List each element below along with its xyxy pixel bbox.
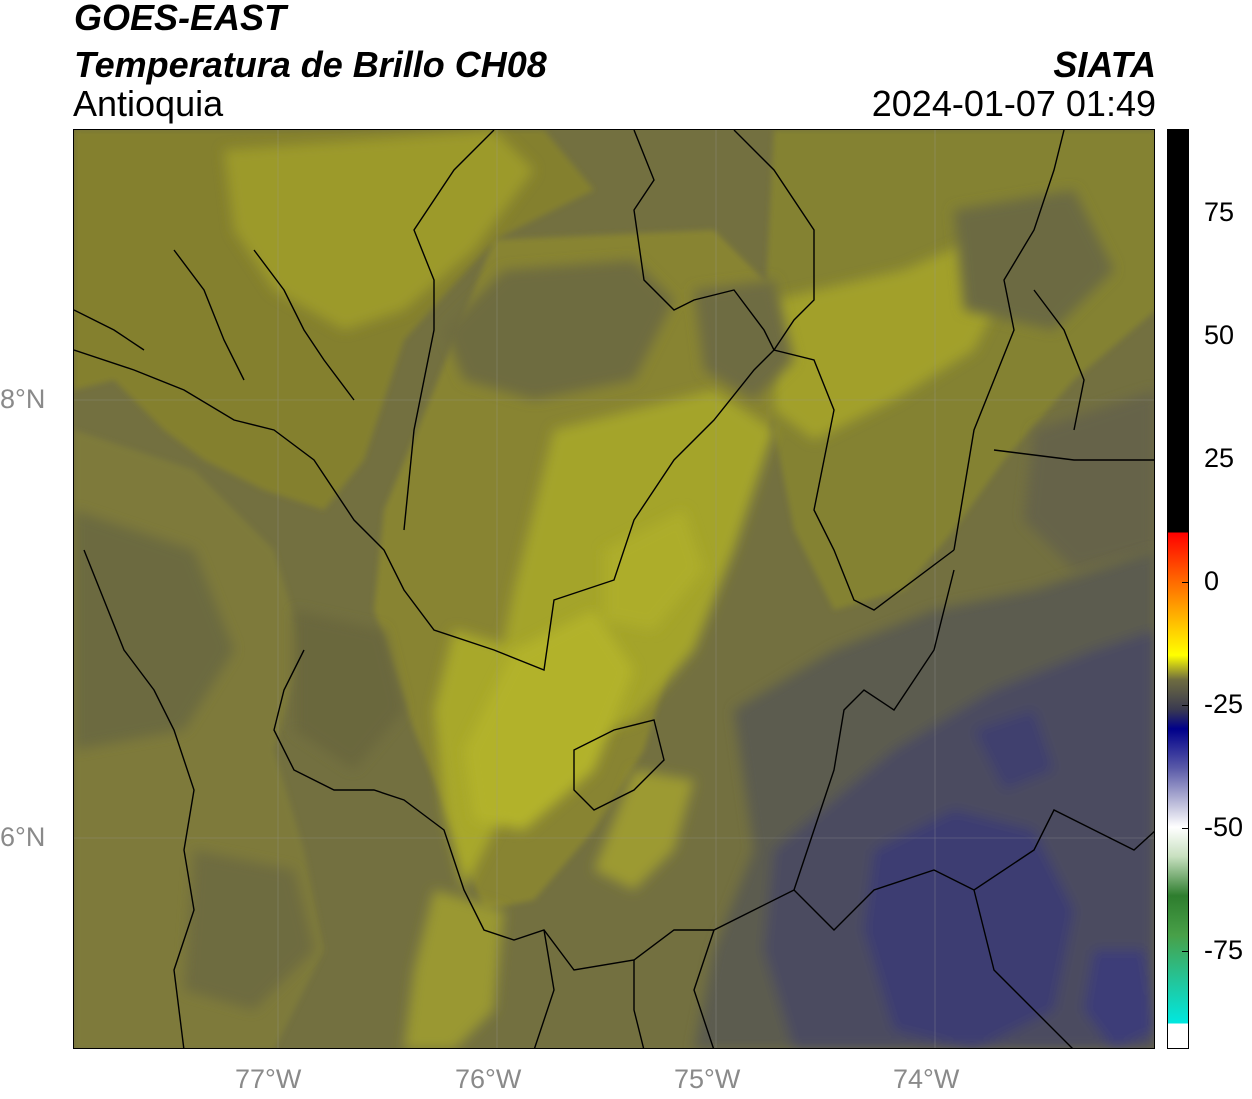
colorbar-tick-mark bbox=[1182, 458, 1188, 460]
brightness-temperature-map bbox=[74, 130, 1154, 1048]
product-title: Temperatura de Brillo CH08 bbox=[74, 44, 547, 85]
lat-tick-label: 6°N bbox=[0, 822, 46, 852]
colorbar-tick-mark bbox=[1182, 335, 1188, 337]
temperature-field-bright bbox=[464, 510, 704, 830]
datetime-label: 2024-01-07 01:49 bbox=[871, 83, 1156, 124]
boundaries bbox=[74, 130, 1154, 1048]
lon-tick-label: 76°W bbox=[455, 1064, 522, 1094]
lon-tick-label: 77°W bbox=[235, 1064, 302, 1094]
agency-label: SIATA bbox=[1053, 44, 1156, 85]
colorbar-tick-mark bbox=[1182, 827, 1188, 829]
colorbar-tick-label: 0 bbox=[1204, 565, 1220, 596]
lon-tick-label: 74°W bbox=[893, 1064, 960, 1094]
colorbar-tick-mark bbox=[1182, 950, 1188, 952]
lat-tick-label: 8°N bbox=[0, 384, 46, 414]
colorbar-tick-label: 75 bbox=[1204, 196, 1235, 227]
colorbar-tick-mark bbox=[1182, 212, 1188, 214]
map-panel bbox=[73, 129, 1155, 1049]
lon-tick-label: 75°W bbox=[674, 1064, 741, 1094]
colorbar-tick-label: -75 bbox=[1204, 934, 1244, 965]
colorbar-tick-label: 25 bbox=[1204, 442, 1235, 473]
region-label: Antioquia bbox=[73, 83, 224, 124]
colorbar-tick-label: 50 bbox=[1204, 319, 1235, 350]
temperature-field-cold bbox=[694, 550, 1154, 1048]
colorbar-tick-mark bbox=[1182, 704, 1188, 706]
colorbar-tick-label: -50 bbox=[1204, 811, 1244, 842]
colorbar-tick-label: -25 bbox=[1204, 688, 1244, 719]
satellite-title: GOES-EAST bbox=[74, 0, 287, 38]
colorbar bbox=[1167, 129, 1189, 1049]
graticule bbox=[74, 130, 1154, 1048]
colorbar-tick-mark bbox=[1182, 581, 1188, 583]
temperature-field-dark bbox=[74, 190, 1154, 1010]
